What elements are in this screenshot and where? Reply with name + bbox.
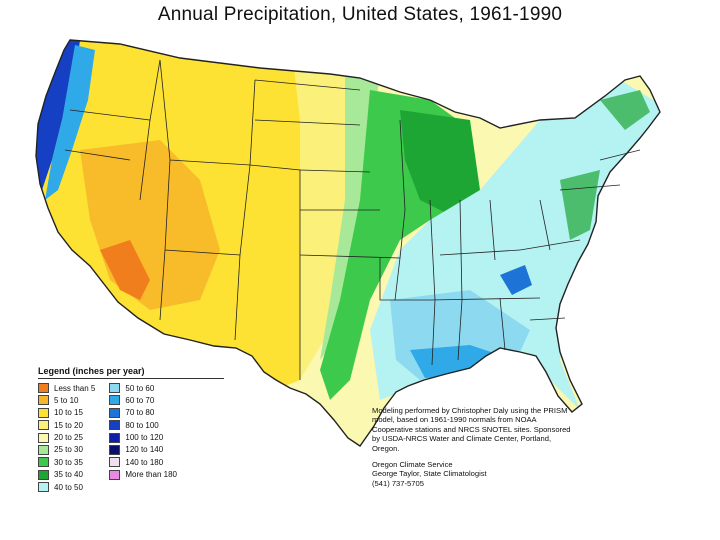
legend-item: 20 to 25 bbox=[38, 432, 95, 443]
legend-label: 15 to 20 bbox=[54, 420, 83, 430]
legend-label: 50 to 60 bbox=[125, 383, 155, 393]
legend-swatch bbox=[38, 482, 49, 493]
high-plains-zone bbox=[290, 40, 362, 380]
legend-label: 140 to 180 bbox=[125, 457, 164, 467]
great-lakes-dark-zone bbox=[400, 110, 480, 215]
legend-swatch bbox=[38, 469, 49, 480]
legend-swatch bbox=[109, 432, 121, 443]
legend-label: 120 to 140 bbox=[125, 445, 164, 455]
state-borders bbox=[64, 59, 641, 380]
legend-title: Legend (inches per year) bbox=[38, 366, 224, 379]
legend-swatch bbox=[109, 444, 121, 455]
legend-swatch bbox=[38, 432, 49, 443]
appalachian-wet-spot bbox=[500, 265, 532, 295]
legend-swatch bbox=[38, 457, 49, 468]
legend-item: 10 to 15 bbox=[38, 407, 95, 418]
legend-label: 30 to 35 bbox=[54, 457, 83, 467]
legend-label: 5 to 10 bbox=[54, 395, 79, 405]
legend-label: 10 to 15 bbox=[54, 408, 83, 418]
legend-swatch bbox=[38, 407, 49, 418]
credits-block: Modeling performed by Christopher Daly u… bbox=[372, 406, 572, 488]
legend-item: 70 to 80 bbox=[109, 407, 177, 418]
legend-label: Less than 5 bbox=[54, 383, 96, 393]
legend-swatch bbox=[38, 444, 49, 455]
legend-swatch bbox=[38, 383, 49, 393]
credits-climatologist: George Taylor, State Climatologist bbox=[372, 469, 487, 479]
legend-label: More than 180 bbox=[125, 470, 177, 480]
legend-column-right: 50 to 60 60 to 70 70 to 80 80 to 100 100 to … bbox=[109, 383, 177, 492]
legend-item: 40 to 50 bbox=[38, 482, 95, 493]
credits-organization: Oregon Climate Service bbox=[372, 460, 453, 470]
legend-item: 50 to 60 bbox=[109, 383, 177, 393]
legend-label: 40 to 50 bbox=[54, 482, 83, 492]
legend-label: 20 to 25 bbox=[54, 433, 83, 443]
legend-swatch bbox=[109, 395, 121, 406]
legend-swatch bbox=[109, 457, 121, 468]
legend-swatch bbox=[38, 420, 49, 431]
legend: Legend (inches per year) Less than 5 5 to… bbox=[38, 366, 224, 493]
legend-item: 15 to 20 bbox=[38, 420, 95, 431]
credits-modeling-text: Modeling performed by Christopher Daly u… bbox=[372, 406, 571, 453]
legend-label: 80 to 100 bbox=[125, 420, 159, 430]
legend-swatch bbox=[109, 383, 121, 393]
legend-label: 70 to 80 bbox=[125, 408, 155, 418]
legend-item: 80 to 100 bbox=[109, 420, 177, 431]
legend-label: 35 to 40 bbox=[54, 470, 83, 480]
legend-item: 30 to 35 bbox=[38, 457, 95, 468]
legend-columns: Less than 5 5 to 10 10 to 15 15 to 20 20 to … bbox=[38, 383, 224, 493]
legend-item: 5 to 10 bbox=[38, 395, 95, 406]
map-title: Annual Precipitation, United States, 196… bbox=[157, 4, 563, 25]
new-england-green-zone bbox=[600, 90, 650, 130]
cascade-wet-zone bbox=[45, 45, 95, 200]
legend-swatch bbox=[109, 420, 121, 431]
precipitation-zones bbox=[36, 40, 660, 446]
legend-item: 120 to 140 bbox=[109, 444, 177, 455]
legend-swatch bbox=[109, 469, 121, 480]
legend-swatch bbox=[38, 395, 49, 406]
legend-item: 100 to 120 bbox=[109, 432, 177, 443]
legend-label: 60 to 70 bbox=[125, 395, 155, 405]
legend-item: More than 180 bbox=[109, 469, 177, 480]
legend-label: 100 to 120 bbox=[125, 433, 164, 443]
legend-column-left: Less than 5 5 to 10 10 to 15 15 to 20 20 to … bbox=[38, 383, 95, 493]
credits-phone: (541) 737-5705 bbox=[372, 478, 424, 488]
legend-label: 25 to 30 bbox=[54, 445, 83, 455]
legend-swatch bbox=[109, 407, 121, 418]
legend-item: 60 to 70 bbox=[109, 395, 177, 406]
legend-item: 35 to 40 bbox=[38, 469, 95, 480]
desert-zone bbox=[100, 240, 150, 300]
legend-item: 25 to 30 bbox=[38, 444, 95, 455]
legend-item: 140 to 180 bbox=[109, 457, 177, 468]
legend-item: Less than 5 bbox=[38, 383, 95, 393]
